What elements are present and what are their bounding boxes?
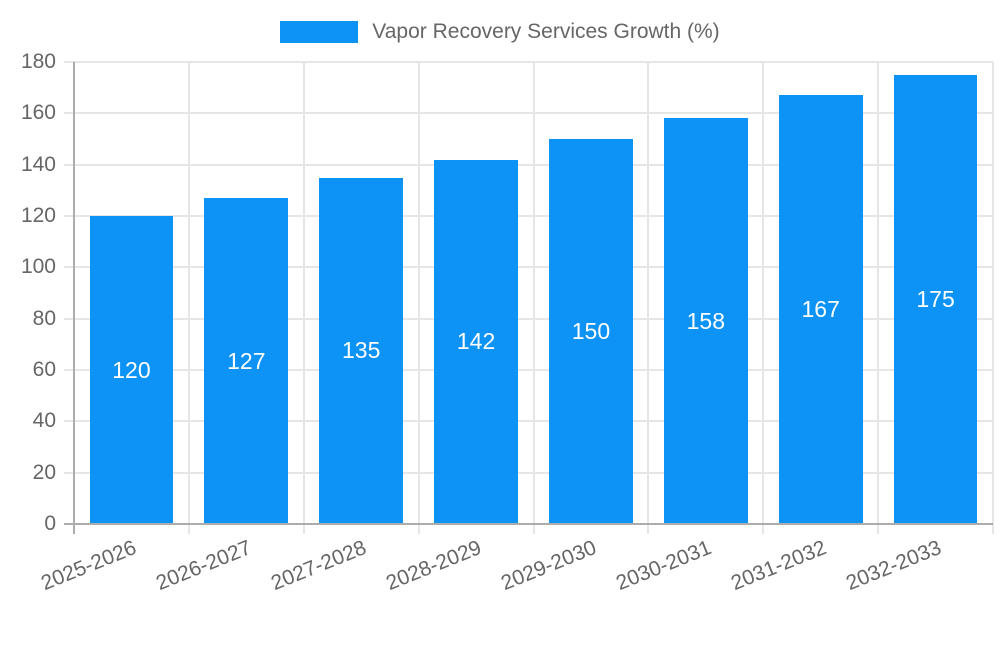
gridline-horizontal <box>64 266 993 269</box>
y-axis-line <box>73 62 75 534</box>
legend-label[interactable]: Vapor Recovery Services Growth (%) <box>372 20 720 43</box>
y-tick-label: 100 <box>20 255 56 279</box>
y-tick-label: 160 <box>20 101 56 125</box>
bar[interactable]: 158 <box>663 118 748 524</box>
gridline-horizontal <box>64 163 993 166</box>
gridline-vertical <box>762 62 765 534</box>
gridline-vertical <box>417 62 420 534</box>
gridline-horizontal <box>64 369 993 371</box>
bar-value-label: 158 <box>686 307 725 334</box>
y-tick-label: 120 <box>20 204 56 227</box>
y-tick-label: 20 <box>32 460 56 484</box>
bar[interactable]: 120 <box>89 216 174 524</box>
gridline-vertical <box>647 62 650 534</box>
bar-value-label: 120 <box>112 356 151 383</box>
gridline-horizontal <box>64 61 993 63</box>
legend: Vapor Recovery Services Growth (%) <box>0 20 1000 44</box>
gridline-vertical <box>877 62 880 534</box>
y-tick-label: 180 <box>20 50 56 73</box>
bar-value-label: 150 <box>571 318 611 344</box>
legend-swatch[interactable] <box>280 21 359 43</box>
bar-value-label: 175 <box>916 285 955 312</box>
gridline-vertical <box>532 62 535 534</box>
bar[interactable]: 142 <box>434 159 518 524</box>
gridline-horizontal <box>64 420 993 423</box>
bar-value-label: 127 <box>227 347 266 374</box>
y-tick-label: 140 <box>20 152 56 176</box>
y-tick-label: 80 <box>32 306 56 330</box>
gridline-horizontal <box>64 471 993 474</box>
bar-value-label: 135 <box>341 337 381 364</box>
bar[interactable]: 175 <box>893 74 978 524</box>
gridline-vertical <box>302 62 305 534</box>
bar-value-label: 142 <box>456 328 496 355</box>
y-tick-label: 60 <box>32 358 56 381</box>
bar[interactable]: 167 <box>778 95 863 524</box>
bar-value-label: 167 <box>801 296 840 323</box>
x-axis-line <box>64 523 993 525</box>
y-tick-label: 40 <box>32 409 56 433</box>
bar[interactable]: 135 <box>319 177 404 524</box>
gridline-vertical <box>187 62 190 534</box>
gridline-vertical <box>992 62 994 534</box>
gridline-horizontal <box>64 317 993 320</box>
gridline-horizontal <box>64 215 993 217</box>
gridline-horizontal <box>64 112 993 115</box>
bar[interactable]: 127 <box>204 198 289 524</box>
bar[interactable]: 150 <box>549 139 633 524</box>
bar-chart: Vapor Recovery Services Growth (%) 120 12… <box>0 20 1000 595</box>
plot-area: 120 127 135 142 150 158 167 175 <box>64 61 994 534</box>
y-tick-label: 0 <box>44 512 56 535</box>
